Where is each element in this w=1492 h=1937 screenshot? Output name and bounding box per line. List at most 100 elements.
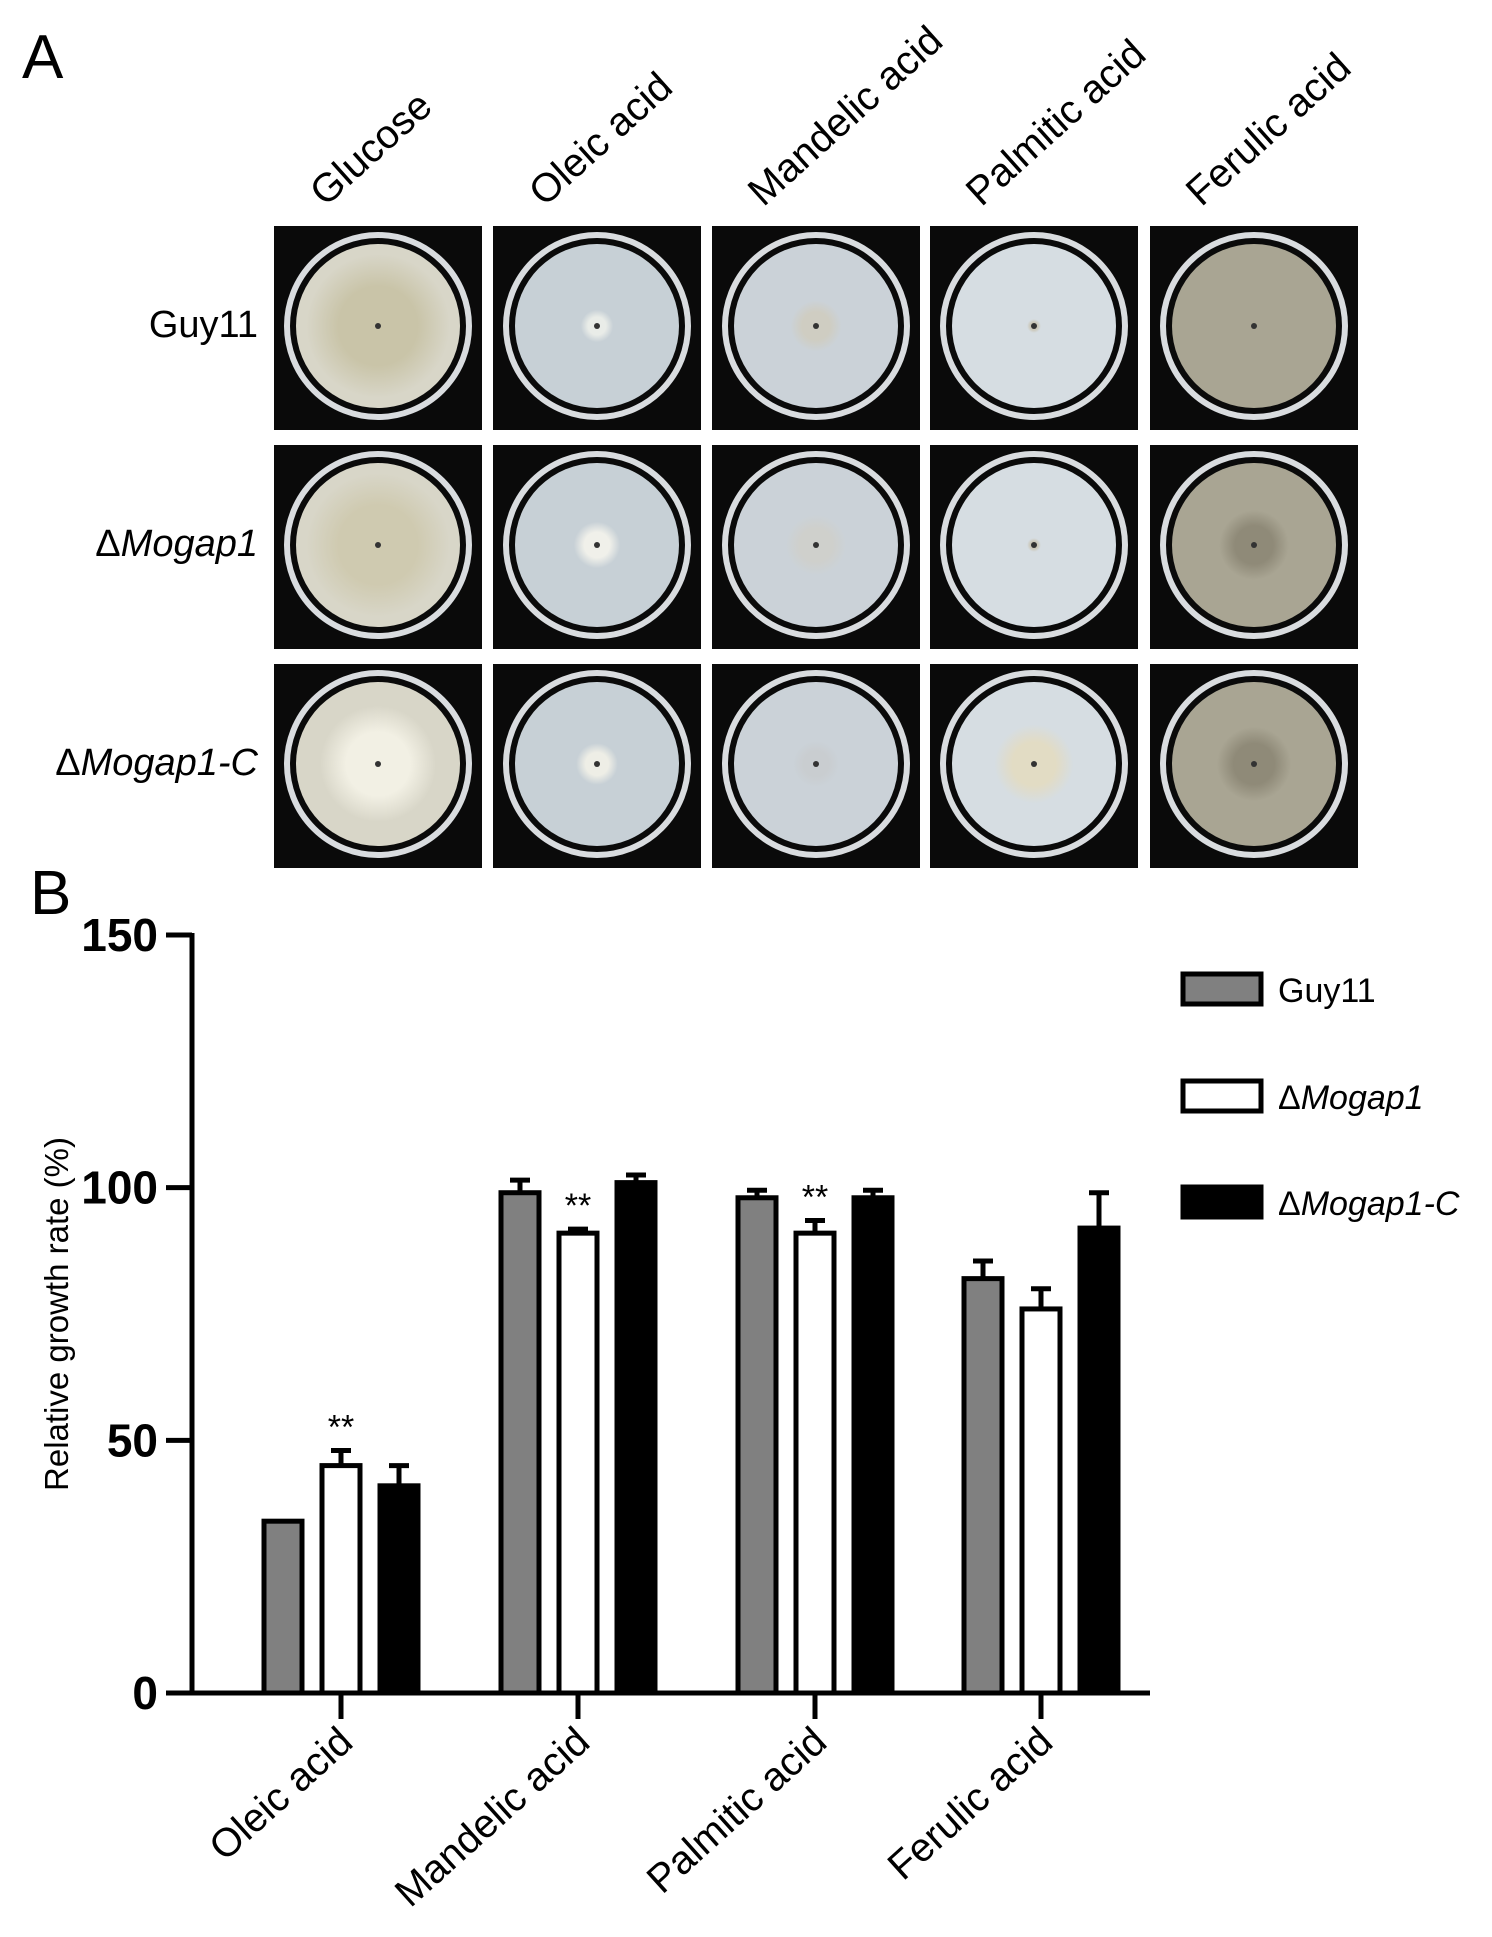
legend-prefix: Δ (1278, 1185, 1301, 1223)
row-label-name: Mogap1 (120, 523, 258, 565)
agar-medium (1172, 244, 1336, 408)
x-tick-label: Mandelic acid (387, 1719, 598, 1915)
plate-image (1150, 445, 1358, 649)
plate-image (274, 226, 482, 430)
petri-dish (284, 451, 472, 639)
agar-medium (952, 244, 1116, 408)
legend-label: Guy11 (1278, 972, 1376, 1010)
legend-swatch (1180, 1184, 1264, 1220)
y-tick-label: 0 (132, 1667, 158, 1719)
bar (851, 1195, 895, 1696)
legend-name: Guy11 (1278, 972, 1376, 1010)
bar (1019, 1306, 1063, 1696)
row-label-name: Guy11 (148, 304, 258, 346)
plate-image (1150, 226, 1358, 430)
agar-medium (1172, 682, 1336, 846)
panel-a-letter: A (22, 23, 64, 92)
petri-dish (722, 670, 910, 858)
inoculation-point (1251, 323, 1257, 329)
agar-medium (952, 463, 1116, 627)
inoculation-point (375, 323, 381, 329)
legend-prefix: Δ (1278, 1079, 1301, 1117)
inoculation-point (594, 542, 600, 548)
inoculation-point (375, 761, 381, 767)
bar (961, 1276, 1005, 1696)
inoculation-point (1251, 542, 1257, 548)
plate-image (712, 664, 920, 868)
row-label: ΔMogap1-C (8, 742, 258, 785)
agar-medium (515, 244, 679, 408)
bar (1077, 1225, 1121, 1696)
inoculation-point (375, 542, 381, 548)
plate-image (930, 445, 1138, 649)
plate-image (1150, 664, 1358, 868)
inoculation-point (1031, 323, 1037, 329)
inoculation-point (813, 323, 819, 329)
agar-medium (296, 682, 460, 846)
row-label: Guy11 (8, 304, 258, 347)
legend-name: Mogap1 (1301, 1079, 1424, 1117)
petri-dish (940, 451, 1128, 639)
legend-swatch (1180, 971, 1264, 1007)
petri-dish (940, 670, 1128, 858)
plate-image (493, 226, 701, 430)
y-axis-label: Relative growth rate (%) (38, 1137, 75, 1491)
panel-b-letter: B (30, 859, 72, 928)
bar (319, 1463, 363, 1696)
bar (735, 1195, 779, 1696)
petri-dish (284, 670, 472, 858)
plate-image (493, 445, 701, 649)
petri-dish (722, 232, 910, 420)
row-label-name: Mogap1-C (80, 742, 258, 784)
row-label: ΔMogap1 (8, 523, 258, 566)
agar-medium (952, 682, 1116, 846)
agar-medium (734, 682, 898, 846)
petri-dish (503, 232, 691, 420)
inoculation-point (1031, 542, 1037, 548)
y-tick-label: 50 (107, 1414, 158, 1466)
legend-swatch (1180, 1078, 1264, 1114)
plate-image (930, 226, 1138, 430)
petri-dish (722, 451, 910, 639)
petri-dish (1160, 670, 1348, 858)
inoculation-point (594, 761, 600, 767)
inoculation-point (1031, 761, 1037, 767)
bar (793, 1230, 837, 1696)
bar (556, 1230, 600, 1696)
bar (614, 1180, 658, 1696)
significance-marker: ** (802, 1179, 828, 1217)
plate-image (712, 226, 920, 430)
agar-medium (515, 682, 679, 846)
agar-medium (515, 463, 679, 627)
agar-medium (734, 244, 898, 408)
x-tick-label: Oleic acid (201, 1719, 361, 1869)
row-label-prefix: Δ (95, 523, 121, 565)
row-label-prefix: Δ (55, 742, 81, 784)
y-tick-label: 100 (81, 1162, 158, 1214)
inoculation-point (813, 761, 819, 767)
agar-medium (296, 244, 460, 408)
inoculation-point (594, 323, 600, 329)
petri-dish (503, 670, 691, 858)
petri-dish (503, 451, 691, 639)
x-tick-label: Ferulic acid (880, 1719, 1061, 1889)
inoculation-point (813, 542, 819, 548)
petri-dish (940, 232, 1128, 420)
plate-image (930, 664, 1138, 868)
bar (498, 1190, 542, 1696)
legend-name: Mogap1-C (1301, 1185, 1460, 1223)
significance-marker: ** (328, 1408, 354, 1446)
plate-image (712, 445, 920, 649)
petri-dish (284, 232, 472, 420)
petri-dish (1160, 451, 1348, 639)
plate-image (274, 664, 482, 868)
plate-image (493, 664, 701, 868)
significance-marker: ** (565, 1187, 591, 1225)
agar-medium (1172, 463, 1336, 627)
plate-image (274, 445, 482, 649)
bar (261, 1518, 305, 1696)
bar (377, 1483, 421, 1696)
petri-dish (1160, 232, 1348, 420)
agar-medium (296, 463, 460, 627)
